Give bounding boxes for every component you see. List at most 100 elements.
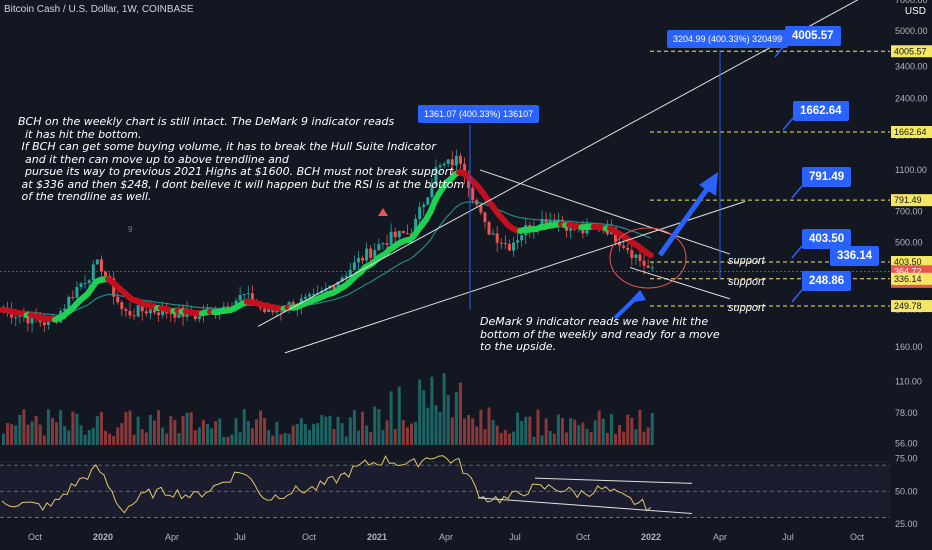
y-tick-label: 56.00 <box>895 438 918 448</box>
rsi-tick-label: 75.00 <box>895 454 918 464</box>
candle-body <box>356 258 360 263</box>
volume-bar <box>365 425 369 445</box>
y-tick-label: 5000.00 <box>895 26 928 36</box>
volume-bar <box>373 406 377 445</box>
volume-bar <box>75 413 79 445</box>
volume-bar <box>528 416 532 445</box>
candle-body <box>618 241 622 246</box>
volume-bar <box>42 435 46 445</box>
volume-bar <box>254 419 258 445</box>
demark-arrow <box>613 295 639 320</box>
volume-bar <box>381 430 385 445</box>
candle-body <box>238 295 242 301</box>
volume-bar <box>38 424 42 445</box>
volume-bar <box>6 423 10 445</box>
candle-body <box>67 296 71 309</box>
volume-bar <box>348 417 352 445</box>
target-box-791: 791.49 <box>802 167 852 187</box>
volume-bar <box>336 416 340 445</box>
rsi-trendline <box>534 477 693 484</box>
volume-bar <box>540 435 544 445</box>
volume-bar <box>267 430 271 445</box>
volume-bar <box>271 435 275 445</box>
candle-body <box>173 313 177 318</box>
volume-bar <box>246 421 250 445</box>
lower-trendline <box>284 201 746 354</box>
volume-bar <box>532 436 536 445</box>
volume-bar <box>197 427 201 445</box>
volume-bar <box>520 420 524 445</box>
volume-bar <box>50 418 54 445</box>
volume-bar <box>95 416 99 445</box>
volume-bar <box>22 409 26 445</box>
candle-body <box>75 286 79 298</box>
candle-body <box>365 248 369 261</box>
volume-bar <box>573 419 577 445</box>
volume-bar <box>405 427 409 445</box>
candle-body <box>120 302 124 310</box>
candle-body <box>303 296 307 299</box>
candle-body <box>634 254 638 258</box>
x-tick-label: 2021 <box>367 532 387 542</box>
candle-body <box>479 204 483 213</box>
candle-body <box>622 245 626 248</box>
candle-body <box>242 294 246 296</box>
candle-body <box>650 267 654 269</box>
volume-bar <box>299 418 303 445</box>
volume-bar <box>30 421 34 445</box>
candle-body <box>148 309 152 314</box>
volume-bar <box>344 436 348 445</box>
currency-label[interactable]: USD <box>904 6 926 17</box>
candle-body <box>246 293 250 295</box>
candle-body <box>434 167 438 186</box>
candle-body <box>116 296 120 303</box>
symbol-title: Bitcoin Cash / U.S. Dollar, 1W, COINBASE <box>4 4 194 15</box>
measure-label-peak: 1361.07 (400.33%) 136107 <box>418 105 540 123</box>
volume-bar <box>614 433 617 445</box>
candle-body <box>144 311 148 314</box>
volume-bar <box>516 412 520 445</box>
volume-bar <box>638 409 642 445</box>
volume-bar <box>475 426 479 445</box>
volume-bar <box>483 429 487 445</box>
candle-body <box>385 243 389 245</box>
candle-body <box>250 293 254 305</box>
volume-bar <box>132 434 136 445</box>
y-tick-label: 1100.00 <box>895 165 927 175</box>
volume-bar <box>161 427 165 445</box>
volume-bar <box>524 416 528 445</box>
candle-body <box>495 233 499 243</box>
price-tag-box <box>891 272 932 285</box>
candle-body <box>499 242 503 244</box>
x-tick-label: Oct <box>576 532 591 542</box>
volume-bar <box>222 436 226 445</box>
y-tick-label: 78.00 <box>895 408 918 418</box>
volume-bar <box>467 415 471 445</box>
volume-bar <box>177 433 181 445</box>
volume-bar <box>352 409 356 445</box>
x-tick-label: Apr <box>439 532 453 542</box>
volume-bar <box>226 436 230 445</box>
volume-bar <box>646 427 650 445</box>
volume-bar <box>136 416 140 445</box>
volume-bar <box>230 434 234 445</box>
volume-bar <box>609 413 613 445</box>
volume-bar <box>316 423 320 445</box>
volume-bar <box>503 430 507 445</box>
candle-body <box>442 163 446 166</box>
price-tag-box <box>891 125 932 138</box>
candle-body <box>132 315 136 317</box>
volume-bar <box>650 412 654 445</box>
x-tick-label: Jul <box>509 532 521 542</box>
volume-bar <box>157 410 161 445</box>
hull-suite-segment <box>643 249 654 259</box>
x-tick-label: Jul <box>234 532 246 542</box>
candle-body <box>626 247 630 251</box>
volume-bar <box>152 420 156 445</box>
volume-bar <box>234 418 238 445</box>
volume-bar <box>79 425 83 445</box>
demark-9-label: 9 <box>128 225 133 234</box>
analysis-note: BCH on the weekly chart is still intact.… <box>18 115 465 203</box>
